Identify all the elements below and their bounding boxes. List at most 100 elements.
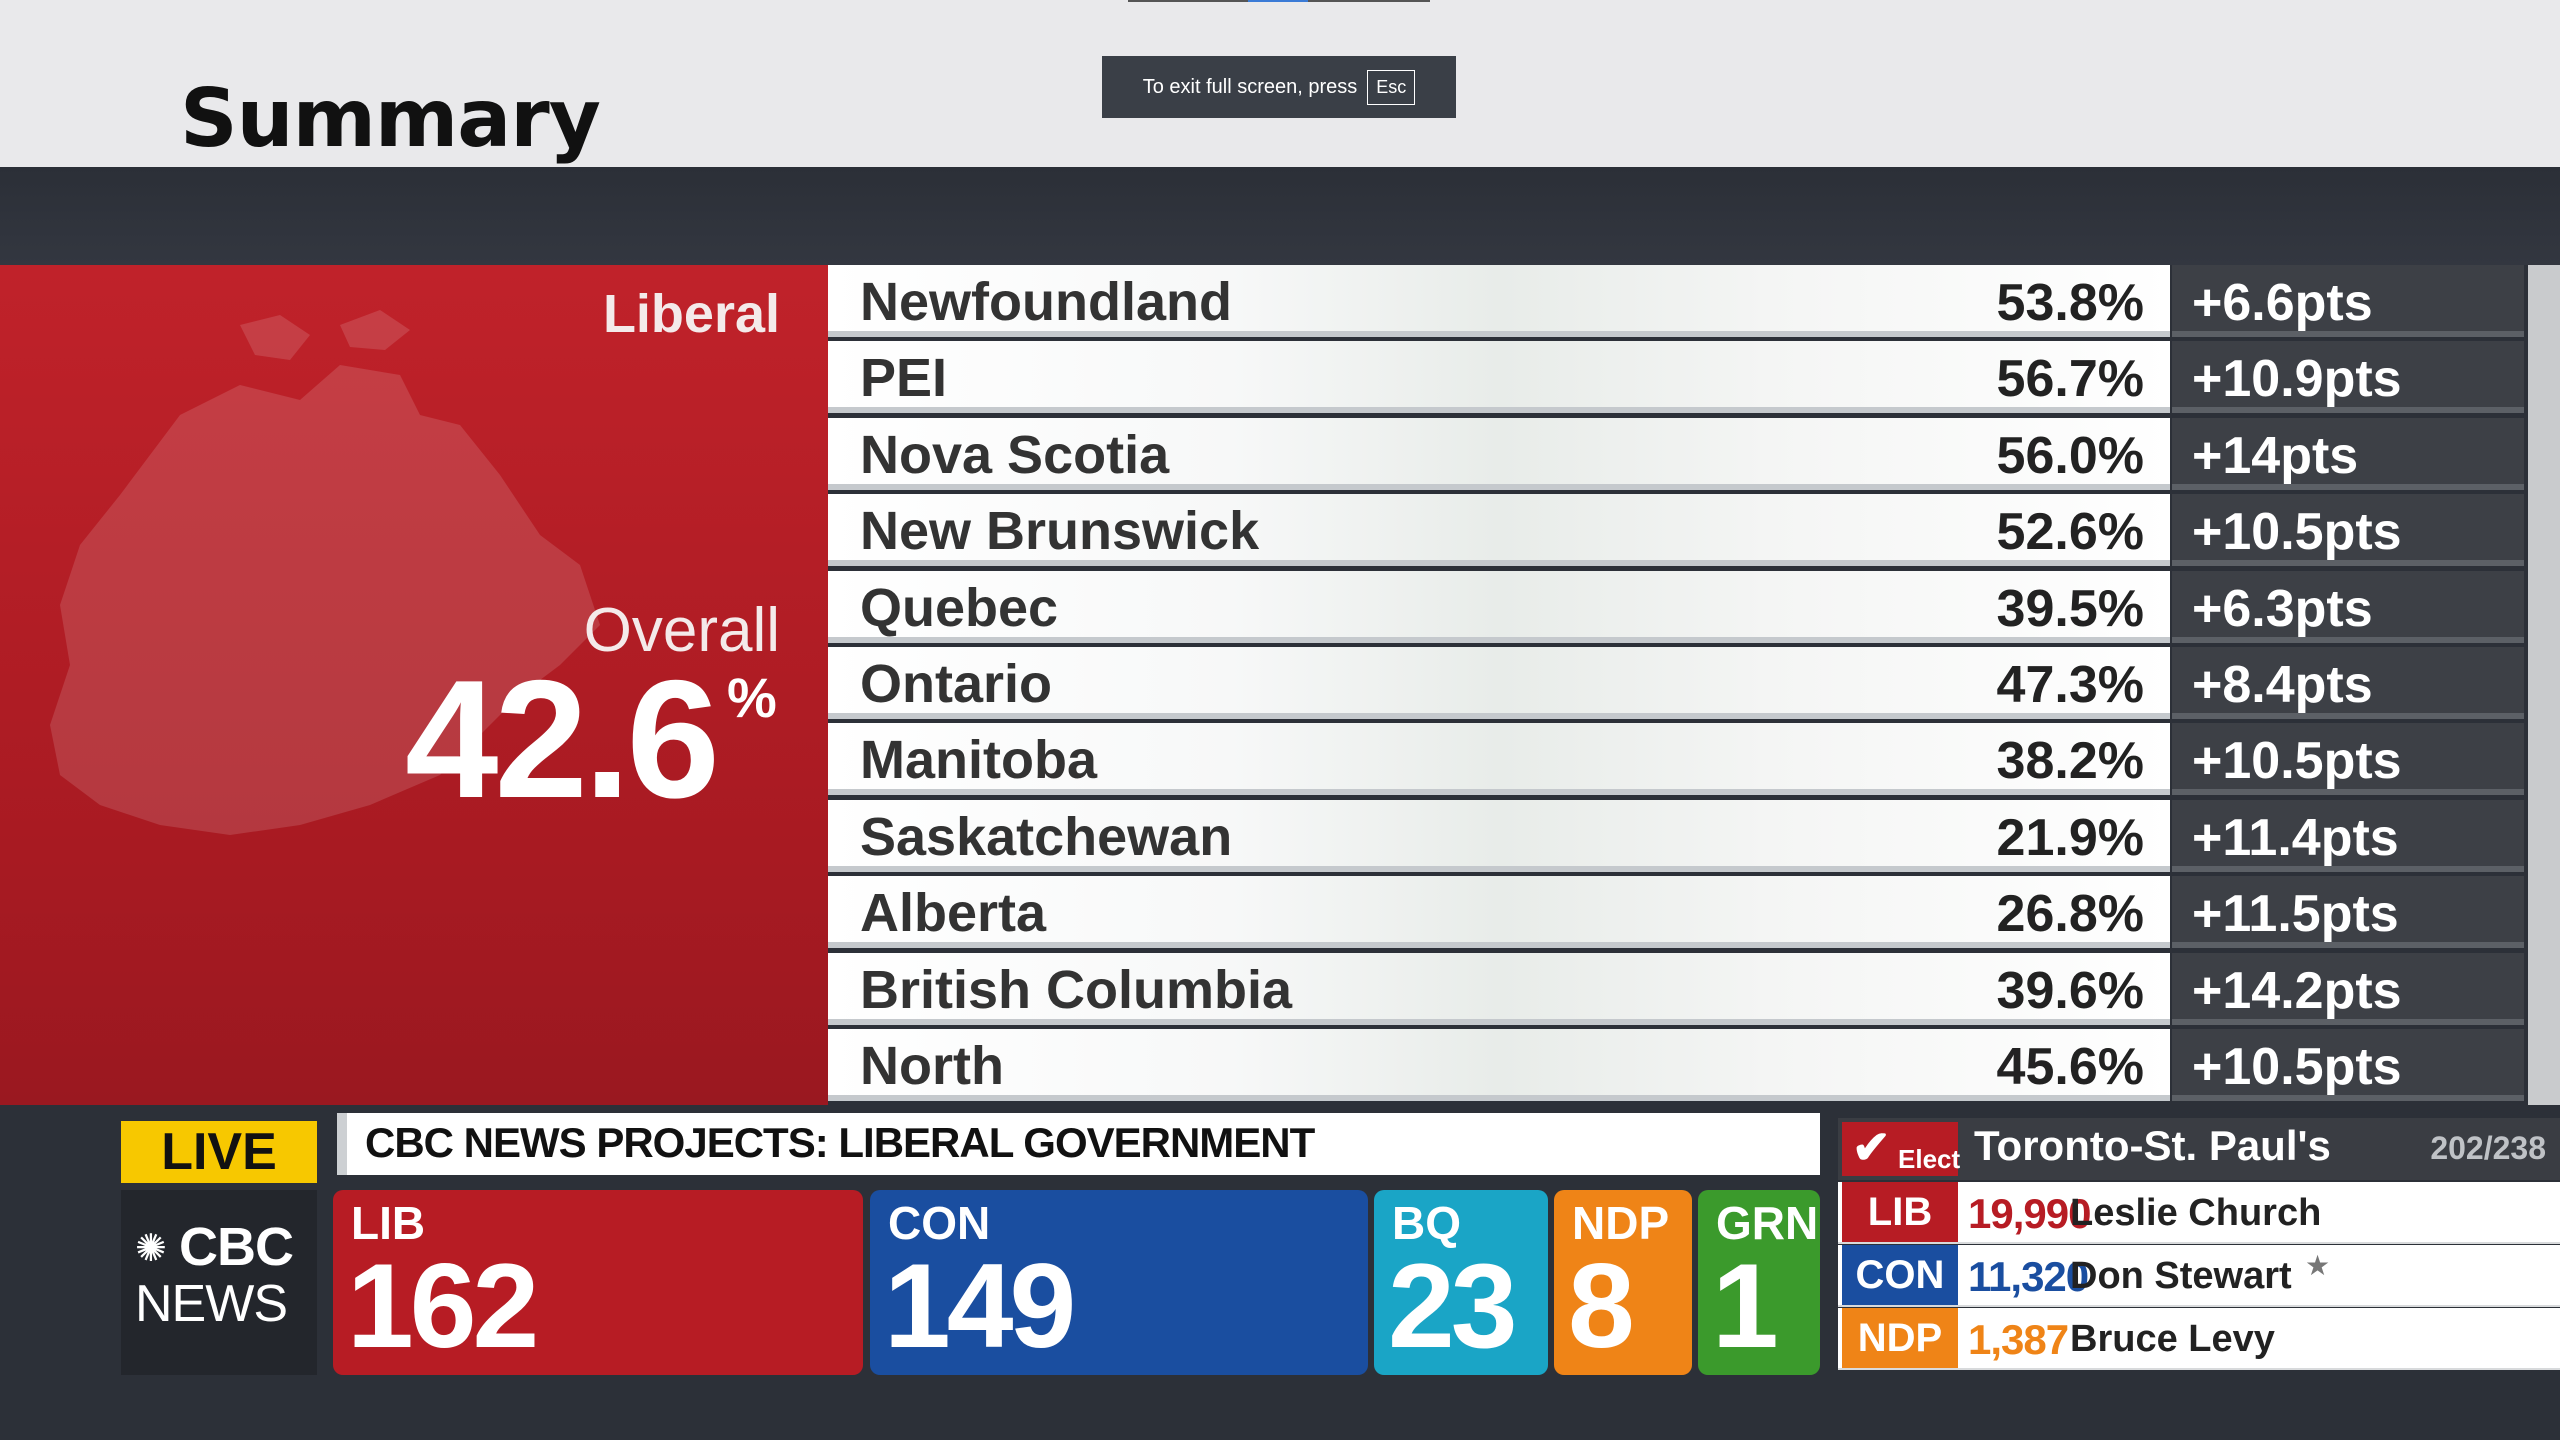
region-name: North bbox=[860, 1036, 1004, 1096]
provincial-results-table: Newfoundland 53.8% +6.6pts PEI 56.7% +10.9pts… bbox=[828, 265, 2528, 1105]
change-cell: +10.5pts bbox=[2172, 1029, 2524, 1101]
change-cell: +6.6pts bbox=[2172, 265, 2524, 337]
table-row: New Brunswick 52.6% +10.5pts bbox=[828, 494, 2528, 566]
table-row: Saskatchewan 21.9% +11.4pts bbox=[828, 800, 2528, 872]
elect-label: Elect bbox=[1898, 1144, 1961, 1174]
seat-party-label: NDP bbox=[1572, 1197, 1670, 1249]
top-edge-accent bbox=[1248, 0, 1308, 2]
polls-reported: 202/238 bbox=[2430, 1130, 2546, 1166]
checkmark-icon: ✔ bbox=[1852, 1121, 1891, 1173]
table-row: PEI 56.7% +10.9pts bbox=[828, 341, 2528, 413]
logo-cbc-text: CBC bbox=[179, 1217, 294, 1277]
candidate-party: CON bbox=[1842, 1245, 1958, 1305]
vote-share: 39.5% bbox=[1996, 580, 2144, 638]
headline-text: CBC NEWS PROJECTS: LIBERAL GOVERNMENT bbox=[365, 1119, 1315, 1166]
region-cell: PEI 56.7% bbox=[828, 341, 2170, 413]
cbc-news-logo: ✺ CBC NEWS bbox=[121, 1190, 317, 1375]
vote-change: +11.4pts bbox=[2192, 809, 2399, 867]
seat-count-value: 162 bbox=[347, 1239, 539, 1373]
change-cell: +14.2pts bbox=[2172, 953, 2524, 1025]
vote-change: +8.4pts bbox=[2192, 656, 2373, 714]
table-row: Manitoba 38.2% +10.5pts bbox=[828, 723, 2528, 795]
region-name: Saskatchewan bbox=[860, 807, 1233, 867]
riding-header: ✔ Elect Toronto-St. Paul's 202/238 bbox=[1838, 1118, 2560, 1180]
seat-count-con: CON 149 bbox=[870, 1190, 1368, 1375]
headline-bar: CBC NEWS PROJECTS: LIBERAL GOVERNMENT bbox=[337, 1113, 1820, 1175]
vote-change: +6.6pts bbox=[2192, 274, 2373, 332]
vote-share: 53.8% bbox=[1996, 274, 2144, 332]
table-row: North 45.6% +10.5pts bbox=[828, 1029, 2528, 1101]
region-name: Quebec bbox=[860, 578, 1059, 638]
vote-change: +10.9pts bbox=[2192, 350, 2402, 408]
table-row: Alberta 26.8% +11.5pts bbox=[828, 876, 2528, 948]
change-cell: +14pts bbox=[2172, 418, 2524, 490]
region-name: Alberta bbox=[860, 883, 1047, 943]
region-cell: Saskatchewan 21.9% bbox=[828, 800, 2170, 872]
table-row: Ontario 47.3% +8.4pts bbox=[828, 647, 2528, 719]
vote-share: 45.6% bbox=[1996, 1038, 2144, 1096]
vote-change: +6.3pts bbox=[2192, 580, 2373, 638]
seat-party-label: GRN bbox=[1716, 1197, 1819, 1249]
region-cell: Newfoundland 53.8% bbox=[828, 265, 2170, 337]
candidate-row: NDP 1,387 Bruce Levy bbox=[1838, 1308, 2560, 1370]
candidate-row: LIB 19,990 Leslie Church bbox=[1838, 1182, 2560, 1244]
vote-share: 39.6% bbox=[1996, 962, 2144, 1020]
cbc-gem-icon: ✺ bbox=[135, 1228, 167, 1270]
region-name: Ontario bbox=[860, 654, 1053, 714]
canada-map-icon bbox=[50, 310, 600, 835]
table-edge bbox=[2528, 265, 2560, 1105]
region-name: PEI bbox=[860, 348, 948, 408]
candidate-votes: 19,990 bbox=[1968, 1190, 2091, 1237]
change-cell: +10.9pts bbox=[2172, 341, 2524, 413]
party-summary-panel: Liberal Overall 42.6 % bbox=[0, 265, 828, 1105]
candidate-party: LIB bbox=[1842, 1182, 1958, 1242]
esc-key-hint[interactable]: Esc bbox=[1367, 69, 1416, 105]
seat-count-value: 149 bbox=[884, 1239, 1076, 1373]
change-cell: +8.4pts bbox=[2172, 647, 2524, 719]
region-cell: British Columbia 39.6% bbox=[828, 953, 2170, 1025]
fullscreen-notice-text: To exit full screen, press bbox=[1142, 75, 1358, 98]
overall-value: 42.6 bbox=[405, 645, 720, 833]
vote-share: 52.6% bbox=[1996, 503, 2144, 561]
seat-count-bq: BQ 23 bbox=[1374, 1190, 1548, 1375]
candidate-party: NDP bbox=[1842, 1308, 1958, 1368]
region-name: Manitoba bbox=[860, 730, 1097, 790]
region-cell: Manitoba 38.2% bbox=[828, 723, 2170, 795]
candidate-name: Bruce Levy bbox=[2070, 1318, 2275, 1360]
region-cell: Nova Scotia 56.0% bbox=[828, 418, 2170, 490]
table-row: Nova Scotia 56.0% +14pts bbox=[828, 418, 2528, 490]
seat-party-label: BQ bbox=[1392, 1197, 1461, 1249]
logo-news-text: NEWS bbox=[135, 1275, 288, 1333]
candidate-name: Leslie Church bbox=[2070, 1192, 2322, 1234]
vote-share: 21.9% bbox=[1996, 809, 2144, 867]
vote-change: +14.2pts bbox=[2192, 962, 2402, 1020]
table-row: Newfoundland 53.8% +6.6pts bbox=[828, 265, 2528, 337]
page-header: Summary To exit full screen, press Esc bbox=[0, 0, 2560, 167]
party-label: Liberal bbox=[602, 284, 780, 344]
change-cell: +10.5pts bbox=[2172, 723, 2524, 795]
seat-count-value: 23 bbox=[1388, 1239, 1517, 1373]
fullscreen-exit-notice: To exit full screen, press Esc bbox=[1102, 56, 1456, 118]
vote-change: +10.5pts bbox=[2192, 1038, 2402, 1096]
region-cell: North 45.6% bbox=[828, 1029, 2170, 1101]
region-cell: Alberta 26.8% bbox=[828, 876, 2170, 948]
vote-change: +10.5pts bbox=[2192, 732, 2402, 790]
region-name: New Brunswick bbox=[860, 501, 1260, 561]
change-cell: +6.3pts bbox=[2172, 571, 2524, 643]
change-cell: +11.4pts bbox=[2172, 800, 2524, 872]
seat-count-value: 8 bbox=[1568, 1239, 1635, 1373]
change-cell: +11.5pts bbox=[2172, 876, 2524, 948]
change-cell: +10.5pts bbox=[2172, 494, 2524, 566]
vote-share: 26.8% bbox=[1996, 885, 2144, 943]
table-row: British Columbia 39.6% +14.2pts bbox=[828, 953, 2528, 1025]
table-row: Quebec 39.5% +6.3pts bbox=[828, 571, 2528, 643]
riding-name: Toronto-St. Paul's bbox=[1974, 1122, 2331, 1169]
candidate-name: Don Stewart bbox=[2070, 1255, 2292, 1297]
seat-party-label: LIB bbox=[351, 1197, 426, 1249]
top-edge-indicator bbox=[1128, 0, 1430, 2]
vote-change: +11.5pts bbox=[2192, 885, 2399, 943]
seat-count-lib: LIB 162 bbox=[333, 1190, 863, 1375]
vote-share: 56.0% bbox=[1996, 427, 2144, 485]
region-cell: Quebec 39.5% bbox=[828, 571, 2170, 643]
riding-result-card: ✔ Elect Toronto-St. Paul's 202/238 LIB 19… bbox=[1838, 1118, 2560, 1378]
